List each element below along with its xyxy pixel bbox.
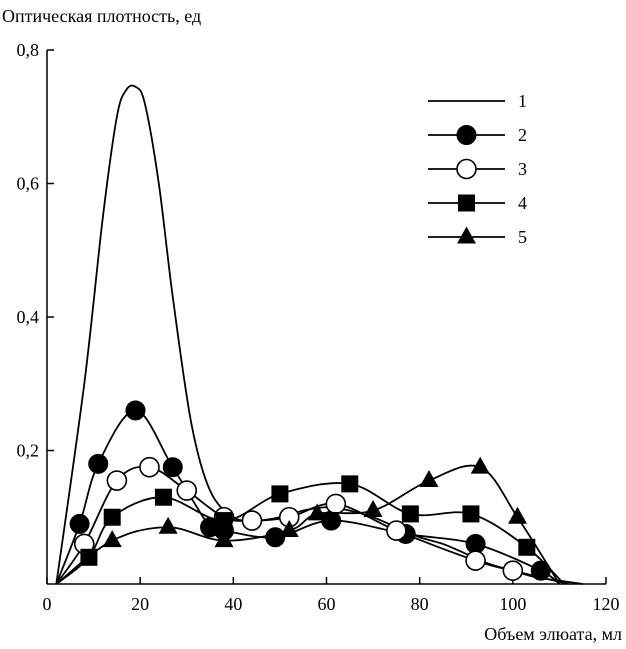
data-point-4 (518, 538, 536, 556)
data-point-4 (341, 475, 359, 493)
data-point-4 (401, 505, 419, 523)
legend-item-5: 5 (428, 226, 527, 247)
legend-item-1: 1 (428, 91, 527, 111)
legend-marker (458, 194, 475, 212)
legend-label: 1 (518, 91, 527, 111)
x-tick-label: 60 (318, 594, 336, 614)
data-point-5 (214, 530, 234, 548)
legend-marker (456, 125, 477, 145)
data-point-3 (176, 480, 198, 501)
legend-item-4: 4 (428, 193, 527, 213)
series-4 (55, 475, 565, 585)
series-layer (55, 84, 583, 585)
legend-label: 3 (518, 159, 527, 179)
legend-label: 4 (518, 193, 527, 213)
data-point-4 (215, 512, 233, 530)
data-point-3 (241, 510, 263, 531)
data-point-5 (158, 516, 178, 534)
series-line-4 (55, 482, 565, 585)
y-axis-label: Оптическая плотность, ед (2, 6, 201, 26)
x-axis-label: Объем элюата, мл (484, 624, 622, 644)
legend-label: 2 (518, 125, 527, 145)
data-point-2 (265, 527, 286, 548)
legend-item-3: 3 (428, 158, 527, 180)
data-point-5 (102, 530, 122, 548)
data-point-4 (154, 488, 172, 506)
data-point-5 (507, 506, 527, 524)
data-point-3 (325, 493, 347, 515)
x-tick-label: 120 (593, 594, 620, 614)
axes: 0 20 40 60 80 100 120 0,2 0,4 0,6 0,8 (17, 40, 620, 614)
data-point-3 (106, 470, 128, 491)
data-point-3 (139, 456, 160, 478)
x-tick-label: 100 (499, 594, 526, 614)
data-point-2 (125, 400, 146, 421)
y-tick-label: 0,6 (17, 174, 40, 194)
data-point-3 (386, 520, 407, 541)
y-tick-label: 0,2 (17, 441, 40, 461)
data-point-2 (88, 453, 109, 474)
data-point-2 (69, 513, 90, 534)
data-point-5 (470, 456, 490, 474)
x-tick-label: 0 (43, 594, 52, 614)
series-line-3 (55, 465, 569, 585)
y-tick-label: 0,8 (17, 40, 40, 60)
x-tick-label: 40 (224, 594, 242, 614)
data-point-4 (271, 485, 289, 503)
data-point-5 (419, 469, 439, 487)
data-point-3 (502, 560, 524, 581)
legend-marker (456, 158, 477, 180)
series-5 (55, 456, 561, 585)
data-point-5 (363, 500, 383, 518)
legend-item-2: 2 (428, 125, 527, 145)
data-point-5 (279, 520, 299, 538)
legend-label: 5 (518, 227, 527, 247)
data-point-3 (465, 550, 486, 571)
data-point-5 (307, 503, 327, 521)
data-point-4 (462, 505, 480, 523)
legend: 1 2 3 4 5 (428, 91, 527, 247)
x-tick-label: 20 (131, 594, 149, 614)
legend-marker (457, 226, 476, 244)
data-point-4 (103, 508, 121, 526)
y-tick-label: 0,4 (17, 307, 40, 327)
data-point-2 (162, 457, 183, 478)
x-tick-label: 80 (411, 594, 429, 614)
